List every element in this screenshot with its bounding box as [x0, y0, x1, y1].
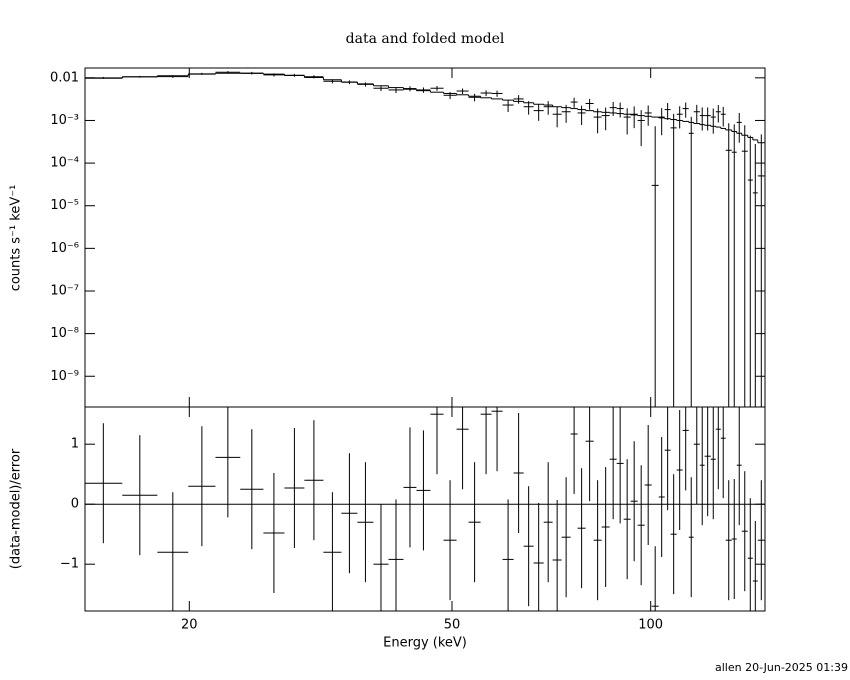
- residual-panel: [85, 407, 765, 611]
- spectrum-panel: [85, 71, 765, 407]
- y-tick-label: 10⁻⁷: [50, 283, 79, 298]
- x-tick-label: 50: [444, 618, 461, 633]
- y-tick-label: 0.01: [50, 70, 79, 85]
- y-tick-label: 10⁻³: [50, 113, 79, 128]
- footer: allen 20-Jun-2025 01:39: [715, 661, 848, 674]
- y-tick-label: 1: [71, 437, 79, 452]
- x-tick-label: 20: [181, 618, 198, 633]
- y-axis-label: counts s⁻¹ keV⁻¹: [9, 185, 24, 292]
- y-tick-label: 10⁻⁹: [50, 369, 79, 384]
- y-tick-label: 10⁻⁵: [50, 198, 79, 213]
- y-axis-label: (data-model)/error: [9, 448, 24, 569]
- panel-frame: [84, 67, 766, 408]
- y-tick-label: 0: [71, 497, 79, 512]
- x-tick-label: 100: [638, 618, 663, 633]
- x-axis-label: Energy (keV): [383, 636, 467, 651]
- chart-title: data and folded model: [346, 31, 505, 47]
- y-tick-label: 10⁻⁶: [50, 241, 79, 256]
- panel-frame: [84, 406, 766, 612]
- y-tick-label: 10⁻⁴: [50, 156, 79, 171]
- y-tick-label: 10⁻⁸: [50, 326, 79, 341]
- y-tick-label: −1: [60, 557, 79, 572]
